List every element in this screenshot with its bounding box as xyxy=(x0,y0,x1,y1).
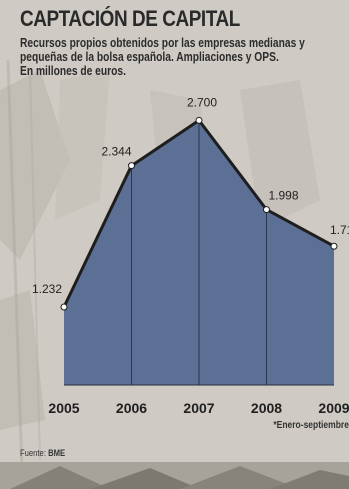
data-label-2005: 1.232 xyxy=(32,282,62,296)
data-point-2007 xyxy=(195,116,203,124)
data-point-2005 xyxy=(60,303,68,311)
data-label-2009: 1.71 xyxy=(330,223,349,237)
chart-subtitle: Recursos propios obtenidos por las empre… xyxy=(20,36,340,78)
data-point-2006 xyxy=(128,162,135,170)
x-tick-2005: 2005 xyxy=(48,400,79,416)
x-tick-2007: 2007 xyxy=(183,400,214,416)
source-name: BME xyxy=(48,448,66,458)
data-point-2008 xyxy=(263,206,270,214)
data-point-2009 xyxy=(330,242,338,250)
source-label: Fuente: xyxy=(20,448,46,458)
footnote: *Enero-septiembre xyxy=(273,420,349,431)
subtitle-line-1: Recursos propios obtenidos por las empre… xyxy=(20,36,305,50)
data-label-2008: 1.998 xyxy=(269,189,299,203)
x-tick-2008: 2008 xyxy=(251,400,282,416)
x-tick-2009: 2009 xyxy=(318,400,349,416)
subtitle-line-2: pequeñas de la bolsa española. Ampliacio… xyxy=(20,50,279,64)
source-credit: Fuente: BME xyxy=(20,448,65,458)
x-tick-2006: 2006 xyxy=(116,400,147,416)
data-label-2007: 2.700 xyxy=(187,95,217,109)
data-label-2006: 2.344 xyxy=(102,145,132,159)
subtitle-line-3: En millones de euros. xyxy=(20,64,126,78)
chart-title: CAPTACIÓN DE CAPITAL xyxy=(20,6,240,31)
